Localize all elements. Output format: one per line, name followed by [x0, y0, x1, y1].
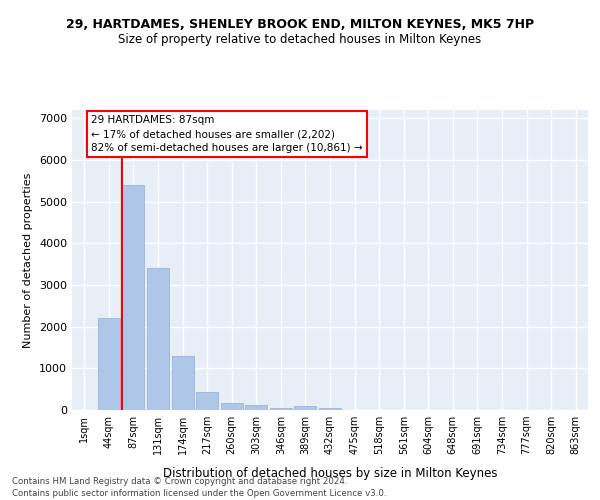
Text: Distribution of detached houses by size in Milton Keynes: Distribution of detached houses by size … [163, 467, 497, 480]
Bar [98, 318, 120, 410]
Text: 29, HARTDAMES, SHENLEY BROOK END, MILTON KEYNES, MK5 7HP: 29, HARTDAMES, SHENLEY BROOK END, MILTON… [66, 18, 534, 30]
Y-axis label: Number of detached properties: Number of detached properties [23, 172, 34, 348]
Bar [196, 392, 218, 410]
Bar [172, 356, 194, 410]
Bar [245, 404, 268, 410]
Text: Contains HM Land Registry data © Crown copyright and database right 2024.
Contai: Contains HM Land Registry data © Crown c… [12, 476, 386, 498]
Bar [221, 402, 243, 410]
Bar [319, 408, 341, 410]
Text: 29 HARTDAMES: 87sqm
← 17% of detached houses are smaller (2,202)
82% of semi-det: 29 HARTDAMES: 87sqm ← 17% of detached ho… [91, 115, 363, 153]
Bar [295, 406, 316, 410]
Text: Size of property relative to detached houses in Milton Keynes: Size of property relative to detached ho… [118, 32, 482, 46]
Bar [270, 408, 292, 410]
Bar [147, 268, 169, 410]
Bar [122, 185, 145, 410]
